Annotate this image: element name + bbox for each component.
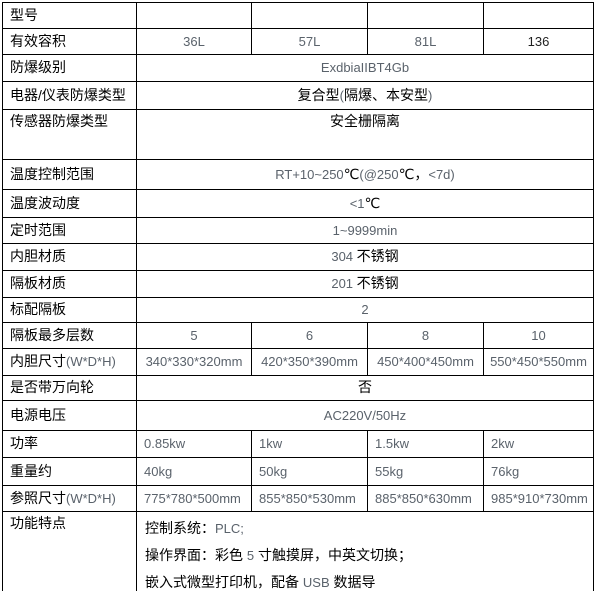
cell-power-1: 0.85kw <box>136 430 252 458</box>
cell-volume-3: 81L <box>367 28 484 55</box>
cell-overall-size-4: 985*910*730mm <box>483 485 594 512</box>
row-label-temp-fluctuation: 温度波动度 <box>2 189 137 218</box>
row-volume: 有效容积 36L 57L 81L 136 <box>2 28 594 55</box>
cell-weight-4: 76kg <box>483 457 594 486</box>
row-label-features: 功能特点 <box>2 511 137 591</box>
cell-volume-2: 57L <box>251 28 368 55</box>
cell-overall-size-2: 855*850*530mm <box>251 485 368 512</box>
cell-liner-material: 304 不锈钢 <box>136 243 594 271</box>
row-label-voltage: 电源电压 <box>2 400 137 431</box>
row-features: 功能特点 控制系统：PLC; 操作界面：彩色 5 寸触摸屏，中英文切换； 嵌入式… <box>2 511 594 591</box>
row-power: 功率 0.85kw 1kw 1.5kw 2kw <box>2 430 594 458</box>
cell-standard-shelves: 2 <box>136 297 594 323</box>
cell-weight-2: 50kg <box>251 457 368 486</box>
cell-max-shelf-layers-3: 8 <box>367 322 484 349</box>
row-weight: 重量约 40kg 50kg 55kg 76kg <box>2 457 594 486</box>
cell-instrument-type: 复合型(隔爆、本安型) <box>136 81 594 110</box>
cell-liner-size-2: 420*350*390mm <box>251 348 368 376</box>
features-line-printer: 嵌入式微型打印机，配备 USB 数据导 <box>145 574 376 590</box>
cell-max-shelf-layers-1: 5 <box>136 322 252 349</box>
cell-sensor-type: 安全栅隔离 <box>136 109 594 160</box>
cell-model-2 <box>251 2 368 29</box>
cell-temp-range: RT+10~250℃(@250℃，<7d) <box>136 159 594 190</box>
row-label-volume: 有效容积 <box>2 28 137 55</box>
row-label-exproof-level: 防爆级别 <box>2 54 137 82</box>
cell-volume-1: 36L <box>136 28 252 55</box>
row-liner-material: 内胆材质 304 不锈钢 <box>2 243 594 271</box>
cell-power-3: 1.5kw <box>367 430 484 458</box>
row-label-power: 功率 <box>2 430 137 458</box>
row-label-instrument-type: 电器/仪表防爆类型 <box>2 81 137 110</box>
cell-timer-range: 1~9999min <box>136 217 594 244</box>
row-sensor-type: 传感器防爆类型 安全栅隔离 <box>2 109 594 160</box>
cell-exproof-level: ExdbiaIIBT4Gb <box>136 54 594 82</box>
cell-voltage: AC220V/50Hz <box>136 400 594 431</box>
cell-overall-size-3: 885*850*630mm <box>367 485 484 512</box>
row-label-shelf-material: 隔板材质 <box>2 270 137 298</box>
cell-features: 控制系统：PLC; 操作界面：彩色 5 寸触摸屏，中英文切换； 嵌入式微型打印机… <box>136 511 594 591</box>
row-overall-size: 参照尺寸(W*D*H) 775*780*500mm 855*850*530mm … <box>2 485 594 512</box>
row-model: 型号 <box>2 2 594 29</box>
row-label-overall-size: 参照尺寸(W*D*H) <box>2 485 137 512</box>
row-label-max-shelf-layers: 隔板最多层数 <box>2 322 137 349</box>
row-label-standard-shelves: 标配隔板 <box>2 297 137 323</box>
row-label-timer-range: 定时范围 <box>2 217 137 244</box>
cell-liner-size-1: 340*330*320mm <box>136 348 252 376</box>
row-label-weight: 重量约 <box>2 457 137 486</box>
row-timer-range: 定时范围 1~9999min <box>2 217 594 244</box>
cell-model-1 <box>136 2 252 29</box>
row-shelf-material: 隔板材质 201 不锈钢 <box>2 270 594 298</box>
row-exproof-level: 防爆级别 ExdbiaIIBT4Gb <box>2 54 594 82</box>
row-casters: 是否带万向轮 否 <box>2 375 594 401</box>
row-voltage: 电源电压 AC220V/50Hz <box>2 400 594 431</box>
row-label-liner-material: 内胆材质 <box>2 243 137 271</box>
features-line-interface: 操作界面：彩色 5 寸触摸屏，中英文切换； <box>145 547 413 563</box>
cell-volume-4: 136 <box>483 28 594 55</box>
cell-overall-size-1: 775*780*500mm <box>136 485 252 512</box>
row-instrument-type: 电器/仪表防爆类型 复合型(隔爆、本安型) <box>2 81 594 110</box>
cell-liner-size-3: 450*400*450mm <box>367 348 484 376</box>
cell-weight-3: 55kg <box>367 457 484 486</box>
cell-temp-fluctuation: <1℃ <box>136 189 594 218</box>
cell-max-shelf-layers-2: 6 <box>251 322 368 349</box>
cell-model-4 <box>483 2 594 29</box>
cell-weight-1: 40kg <box>136 457 252 486</box>
cell-power-2: 1kw <box>251 430 368 458</box>
row-temp-fluctuation: 温度波动度 <1℃ <box>2 189 594 218</box>
row-liner-size: 内胆尺寸(W*D*H) 340*330*320mm 420*350*390mm … <box>2 348 594 376</box>
cell-liner-size-4: 550*450*550mm <box>483 348 594 376</box>
row-temp-range: 温度控制范围 RT+10~250℃(@250℃，<7d) <box>2 159 594 190</box>
cell-shelf-material: 201 不锈钢 <box>136 270 594 298</box>
cell-power-4: 2kw <box>483 430 594 458</box>
cell-max-shelf-layers-4: 10 <box>483 322 594 349</box>
row-label-temp-range: 温度控制范围 <box>2 159 137 190</box>
cell-model-3 <box>367 2 484 29</box>
row-label-liner-size: 内胆尺寸(W*D*H) <box>2 348 137 376</box>
row-label-sensor-type: 传感器防爆类型 <box>2 109 137 160</box>
cell-casters: 否 <box>136 375 594 401</box>
features-line-control-system: 控制系统：PLC; <box>145 520 244 536</box>
row-standard-shelves: 标配隔板 2 <box>2 297 594 323</box>
row-max-shelf-layers: 隔板最多层数 5 6 8 10 <box>2 322 594 349</box>
row-label-model: 型号 <box>2 2 137 29</box>
row-label-casters: 是否带万向轮 <box>2 375 137 401</box>
